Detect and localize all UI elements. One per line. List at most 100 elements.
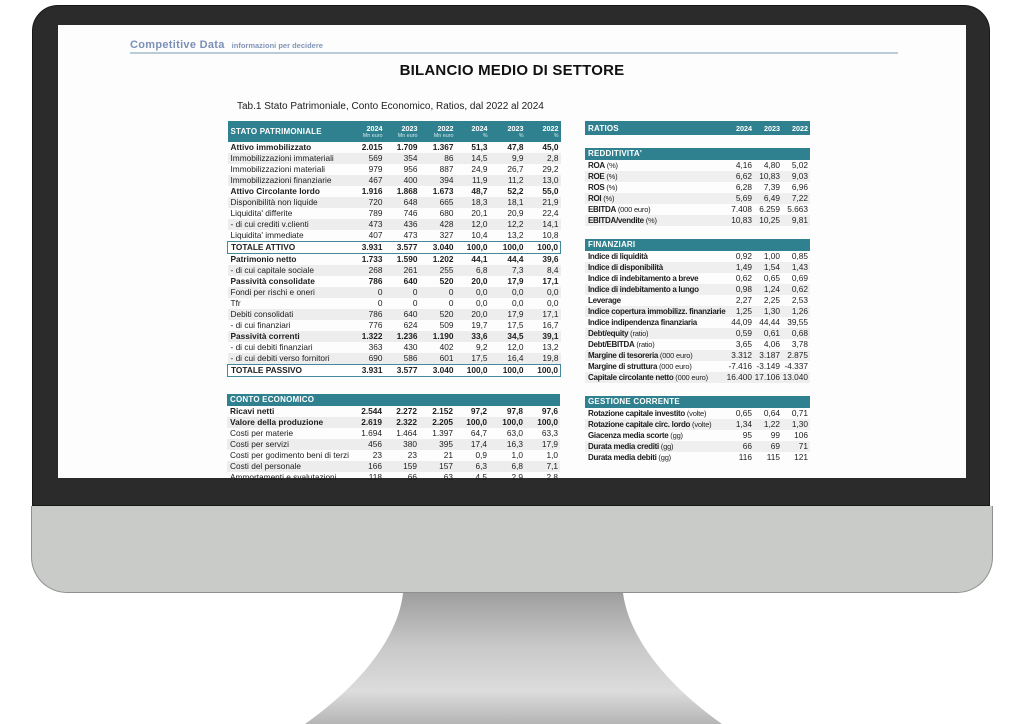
row-value: 1,34 xyxy=(725,419,754,430)
row-value: 23 xyxy=(372,450,382,460)
table-row: Indice indipendenza finanziaria 44,09 44,4… xyxy=(585,317,810,328)
row-value: 1.322 xyxy=(348,331,385,342)
row-value: 2,53 xyxy=(791,295,808,305)
section-header: REDDITIVITA' xyxy=(585,148,810,160)
row-value: 17,1 xyxy=(542,276,559,286)
stato-patrimoniale-body: Attivo immobilizzato 2.015 1.709 1.367 51,3 4… xyxy=(227,142,561,377)
row-value: 1,43 xyxy=(782,262,810,273)
row-value: 69 xyxy=(754,441,782,452)
row-value: 20,0 xyxy=(455,309,490,320)
row-label: Debt/EBITDA (ratio) xyxy=(588,340,655,349)
row-value: 10,8 xyxy=(542,230,559,240)
row-value: 2.272 xyxy=(396,406,417,416)
row-label: ROE (%) xyxy=(585,171,725,182)
row-value: 9,03 xyxy=(782,171,810,182)
row-value: 2.152 xyxy=(432,406,453,416)
row-value: 6,8 xyxy=(489,461,525,472)
row-value: -3.149 xyxy=(756,361,780,371)
row-value: 39,1 xyxy=(525,331,561,342)
row-value: 12,0 xyxy=(455,219,490,230)
row-value: 624 xyxy=(403,320,418,330)
row-value: 509 xyxy=(439,320,454,330)
table-row: Immobilizzazioni finanziarie 467 400 394 11,… xyxy=(227,175,561,186)
row-value: 4,5 xyxy=(475,472,487,482)
row-value: 17.106 xyxy=(754,372,782,383)
row-value: 473 xyxy=(348,219,385,230)
page-title: BILANCIO MEDIO DI SETTORE xyxy=(399,62,625,79)
row-value: 1.464 xyxy=(396,428,417,438)
row-value: 467 xyxy=(348,175,385,186)
row-value: 44,09 xyxy=(731,317,752,327)
row-value: 7,3 xyxy=(489,265,526,276)
row-value: 99 xyxy=(770,430,780,440)
table-row: ROI (%) 5,69 6,49 7,22 xyxy=(585,193,810,204)
row-value: 261 xyxy=(384,265,420,276)
row-value: 34,5 xyxy=(489,331,526,342)
row-value: 255 xyxy=(419,265,456,276)
row-value: 2.015 xyxy=(361,142,383,152)
balance-sheet-column: STATO PATRIMONIALE 2024 Mn euro 2023 Mn eu… xyxy=(227,121,561,483)
row-label: Giacenza media scorte (gg) xyxy=(588,431,683,440)
conto-economico-block: CONTO ECONOMICO Ricavi netti 2.544 2.272 2.… xyxy=(227,394,560,483)
row-value: 0,64 xyxy=(763,408,780,418)
finanziari-table: Indice di liquidità 0,92 1,00 0,85 Indice di… xyxy=(585,251,810,383)
table-row: Costi per servizi 456 380 395 17,4 16,3 17,9 xyxy=(227,439,560,450)
row-label: Costi per materie xyxy=(230,428,294,438)
redditivita-table: ROA (%) 4,16 4,80 5,02 ROE (%) 6,62 10,83 9,03 R… xyxy=(585,160,810,226)
row-value: 45,0 xyxy=(542,142,559,152)
row-value: 2,9 xyxy=(511,472,523,482)
table-row: Disponibilità non liquide 720 648 665 18,3 18… xyxy=(227,197,561,208)
row-label: Debiti consolidati xyxy=(227,309,349,320)
table-row: Liquidita' differite 789 746 680 20,1 20,9 22,… xyxy=(228,208,561,219)
row-label: Ammortamenti e svalutazioni xyxy=(230,472,337,482)
row-value: 1,30 xyxy=(782,419,810,430)
row-value: 66 xyxy=(407,472,417,482)
row-label: Immobilizzazioni finanziarie xyxy=(227,175,349,186)
row-value: 601 xyxy=(419,353,456,365)
table-row: Margine di tesoreria (000 euro) 3.312 3.18… xyxy=(585,350,810,361)
row-value: 7,39 xyxy=(763,182,780,192)
row-label: Indice copertura immobilizz. finanziarie xyxy=(585,306,726,317)
row-value: 786 xyxy=(368,276,383,286)
row-value: 3,78 xyxy=(791,339,808,349)
row-value: 13,2 xyxy=(507,230,524,240)
row-value: 66 xyxy=(725,441,754,452)
row-value: 1.916 xyxy=(361,186,383,196)
row-value: 3,65 xyxy=(735,339,752,349)
row-label: Liquidita' differite xyxy=(230,208,293,218)
row-label: Leverage xyxy=(588,296,621,305)
row-value: 1.590 xyxy=(396,254,418,264)
table-row: Indice di disponibilità 1,49 1,54 1,43 xyxy=(585,262,810,273)
table-row: Immobilizzazioni materiali 979 956 887 24,9 2… xyxy=(228,164,561,175)
row-value: 0 xyxy=(384,287,420,298)
table-row: - di cui debiti verso fornitori 690 586 601… xyxy=(227,353,561,365)
row-value: 0,0 xyxy=(525,287,561,298)
row-value: 6,8 xyxy=(455,265,490,276)
row-value: 690 xyxy=(348,353,385,365)
row-value: 19,8 xyxy=(525,353,561,365)
row-value: 665 xyxy=(419,197,456,208)
column-header: 2023 xyxy=(754,121,782,135)
row-value: 1,25 xyxy=(725,306,754,317)
row-value: 17,9 xyxy=(489,309,526,320)
row-value: 44,4 xyxy=(507,254,524,264)
table-row: TOTALE PASSIVO 3.931 3.577 3.040 100,0 100,0 1… xyxy=(227,364,561,377)
row-value: 12,2 xyxy=(489,219,526,230)
table-row: EBITDA/vendite (%) 10,83 10,25 9,81 xyxy=(585,215,810,226)
row-value: 17,1 xyxy=(525,309,561,320)
table-row: Rotazione capitale investito (volte) 0,65… xyxy=(585,408,810,419)
row-value: 7.408 xyxy=(731,204,752,214)
row-value: 0,98 xyxy=(725,284,754,295)
column-header: 2024 xyxy=(725,121,754,135)
row-value: 520 xyxy=(439,276,454,286)
row-label: - di cui capitale sociale xyxy=(227,265,349,276)
ratios-section-gestione-corrente: GESTIONE CORRENTE Rotazione capitale inv… xyxy=(585,396,810,463)
row-label: TOTALE ATTIVO xyxy=(227,241,349,254)
row-value: 640 xyxy=(384,309,420,320)
row-value: 9,2 xyxy=(475,342,488,352)
row-value: 2.544 xyxy=(361,406,382,416)
row-label: Passività consolidate xyxy=(230,276,315,286)
row-value: 1.673 xyxy=(432,186,454,196)
row-label: Tfr xyxy=(230,298,241,308)
row-value: 436 xyxy=(384,219,420,230)
